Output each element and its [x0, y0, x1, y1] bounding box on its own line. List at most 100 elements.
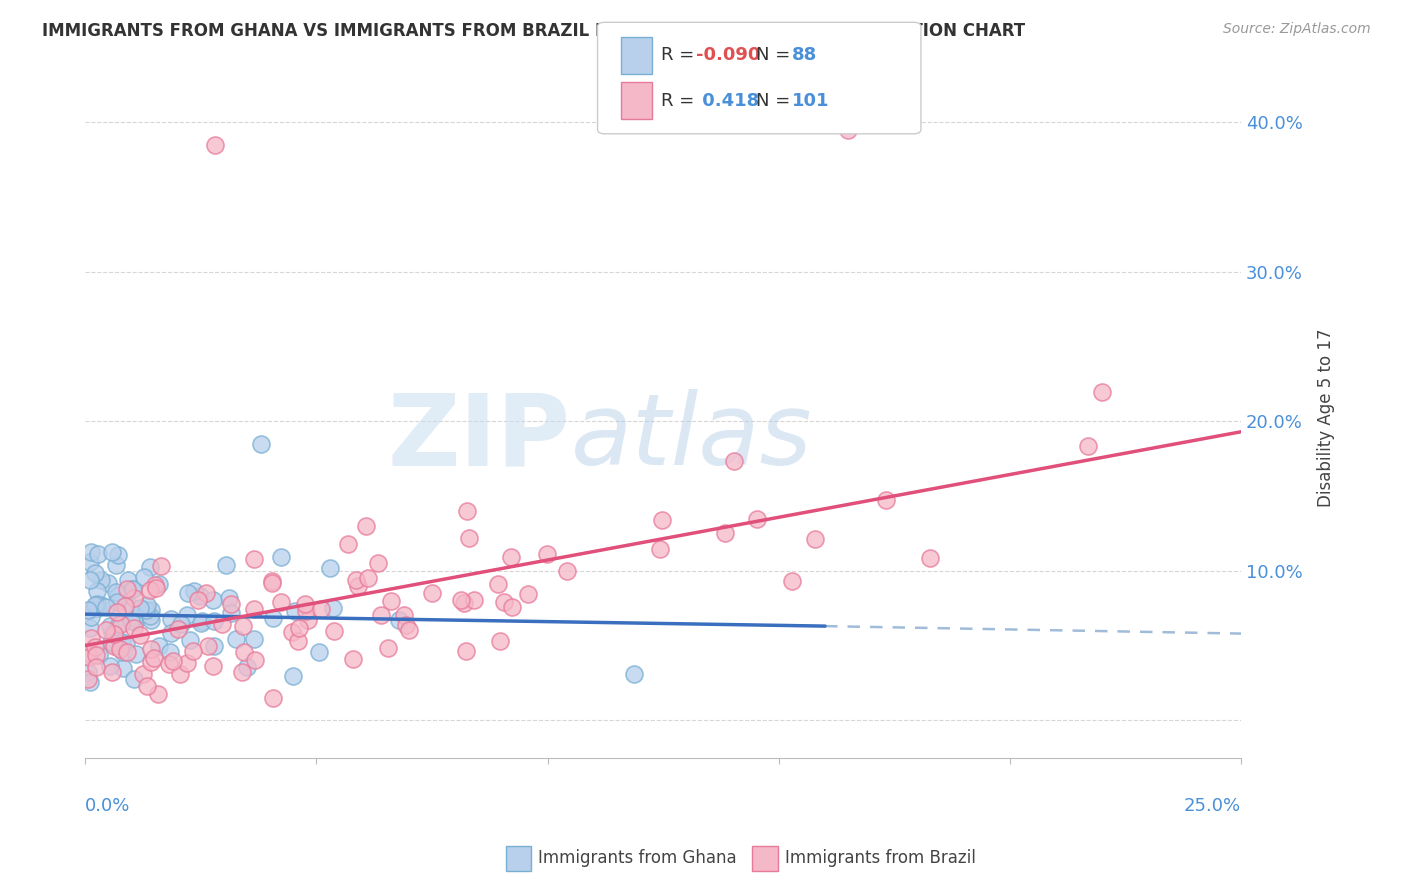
Point	[204, 137, 226, 152]
Point	[804, 533, 827, 547]
Point	[122, 591, 145, 605]
Point	[90, 598, 112, 612]
Point	[342, 652, 364, 666]
Point	[145, 581, 167, 595]
Point	[218, 591, 240, 605]
Point	[115, 644, 138, 658]
Point	[105, 585, 128, 599]
Point	[103, 638, 125, 652]
Point	[103, 624, 125, 639]
Point	[262, 690, 284, 705]
Point	[179, 632, 201, 647]
Text: -0.090: -0.090	[696, 46, 761, 64]
Point	[101, 635, 124, 649]
Point	[188, 589, 211, 603]
Point	[76, 603, 98, 617]
Point	[392, 607, 415, 622]
Point	[367, 556, 389, 570]
Point	[398, 624, 420, 638]
Point	[356, 571, 378, 585]
Point	[82, 602, 104, 616]
Point	[457, 531, 479, 545]
Text: R =: R =	[661, 92, 700, 110]
Point	[1091, 384, 1114, 399]
Point	[97, 576, 120, 591]
Point	[501, 600, 523, 615]
Point	[323, 624, 346, 638]
Point	[191, 614, 214, 628]
Point	[837, 122, 859, 136]
Point	[114, 599, 136, 613]
Point	[190, 616, 212, 631]
Point	[79, 574, 101, 588]
Point	[322, 601, 344, 615]
Point	[80, 545, 103, 559]
Point	[233, 645, 256, 659]
Point	[176, 656, 198, 670]
Point	[142, 651, 165, 665]
Point	[87, 601, 110, 615]
Point	[380, 594, 402, 608]
Text: 0.0%: 0.0%	[86, 797, 131, 814]
Point	[120, 612, 142, 626]
Point	[309, 602, 332, 616]
Point	[169, 667, 191, 681]
Point	[76, 646, 98, 660]
Point	[160, 625, 183, 640]
Point	[555, 565, 578, 579]
Text: N =: N =	[756, 46, 796, 64]
Point	[101, 624, 124, 639]
Point	[219, 606, 242, 620]
Point	[159, 645, 181, 659]
Point	[195, 586, 218, 600]
Point	[162, 653, 184, 667]
Point	[650, 542, 672, 557]
Point	[115, 637, 138, 651]
Point	[456, 644, 478, 658]
Point	[148, 577, 170, 591]
Point	[215, 558, 238, 573]
Point	[236, 660, 259, 674]
Point	[183, 583, 205, 598]
Text: 0.418: 0.418	[696, 92, 759, 110]
Point	[270, 549, 292, 564]
Point	[101, 545, 124, 559]
Point	[103, 639, 125, 653]
Point	[747, 511, 769, 525]
Point	[124, 615, 146, 629]
Point	[98, 659, 121, 673]
Point	[243, 653, 266, 667]
Point	[124, 672, 146, 686]
Point	[231, 665, 253, 679]
Point	[111, 661, 134, 675]
Point	[121, 582, 143, 596]
Point	[370, 607, 392, 622]
Point	[177, 585, 200, 599]
Point	[103, 626, 125, 640]
Point	[77, 665, 100, 679]
Point	[167, 622, 190, 636]
Point	[122, 620, 145, 634]
Point	[181, 644, 204, 658]
Point	[492, 594, 515, 608]
Point	[270, 595, 292, 609]
Point	[141, 641, 163, 656]
Point	[108, 617, 131, 632]
Text: 25.0%: 25.0%	[1184, 797, 1241, 814]
Point	[517, 587, 540, 601]
Point	[160, 612, 183, 626]
Point	[243, 602, 266, 616]
Point	[294, 604, 316, 618]
Point	[121, 582, 143, 597]
Text: Immigrants from Ghana: Immigrants from Ghana	[538, 849, 737, 867]
Point	[134, 603, 156, 617]
Point	[110, 617, 132, 632]
Point	[875, 493, 897, 508]
Point	[377, 641, 399, 656]
Point	[242, 632, 264, 647]
Text: IMMIGRANTS FROM GHANA VS IMMIGRANTS FROM BRAZIL DISABILITY AGE 5 TO 17 CORRELATI: IMMIGRANTS FROM GHANA VS IMMIGRANTS FROM…	[42, 22, 1025, 40]
Point	[262, 611, 284, 625]
Point	[395, 618, 418, 632]
Point	[84, 660, 107, 674]
Point	[262, 576, 284, 591]
